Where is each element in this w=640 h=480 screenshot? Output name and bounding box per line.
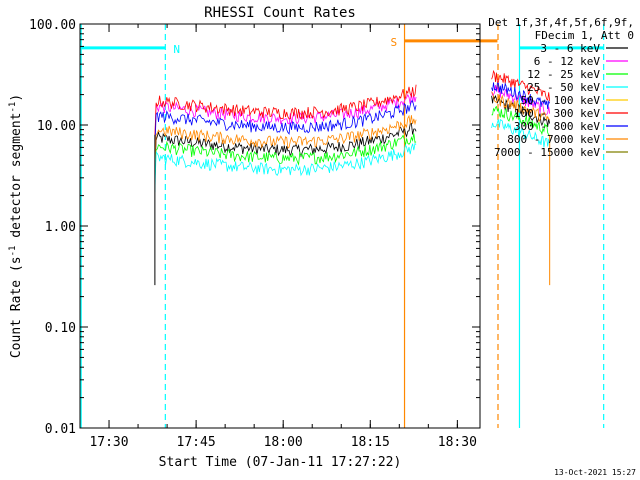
x-tick-label: 18:30 [438,435,477,450]
series-line [154,133,417,182]
x-axis-label: Start Time (07-Jan-11 17:27:22) [159,455,402,470]
legend-label: 100 - 300 keV [514,107,600,120]
x-tick-label: 18:00 [264,435,303,450]
legend-label: 6 - 12 keV [534,55,601,68]
footer-date: 13-Oct-2021 15:27 [554,468,636,477]
legend: Det 1f,3f,4f,5f,6f,9f, FDecim 1, Att 0 3… [488,16,634,159]
legend-label: 25 - 50 keV [527,81,600,94]
series-line [154,114,417,165]
legend-label: 12 - 25 keV [527,68,600,81]
series-line [154,122,417,173]
series-line [491,69,551,102]
legend-label: 300 - 800 keV [514,120,600,133]
legend-title-line-2: FDecim 1, Att 0 [535,29,634,42]
legend-label: 50 - 100 keV [521,94,601,107]
plot-area: NS [80,24,605,428]
series-line [154,84,417,136]
annotation-label: S [391,36,398,49]
y-tick-label: 1.00 [45,220,76,235]
legend-label: 800 - 7000 keV [507,133,600,146]
legend-title-line-1: Det 1f,3f,4f,5f,6f,9f, [488,16,634,29]
legend-label: 7000 - 15000 keV [494,146,600,159]
y-tick-label: 100.00 [29,18,76,33]
y-axis: 0.01 0.10 1.00 10.00 100.00 [29,18,480,437]
legend-label: 3 - 6 keV [540,42,600,55]
y-tick-label: 10.00 [37,119,76,134]
x-axis: 17:30 17:45 18:00 18:15 18:30 [79,24,477,450]
y-axis-label: Count Rate (s-1 detector segment-1) [8,94,24,358]
series-line [154,92,417,141]
y-tick-label: 0.01 [45,422,76,437]
y-tick-label: 0.10 [45,321,76,336]
annotation-label: N [173,43,180,56]
x-tick-label: 18:15 [351,435,390,450]
series-line [491,105,550,137]
x-tick-label: 17:30 [89,435,128,450]
chart-title: RHESSI Count Rates [204,5,356,21]
series-line [491,118,551,148]
series-line [491,82,551,109]
series-line [154,142,417,193]
series-line [491,91,551,123]
series-line [154,100,417,151]
x-tick-label: 17:45 [177,435,216,450]
